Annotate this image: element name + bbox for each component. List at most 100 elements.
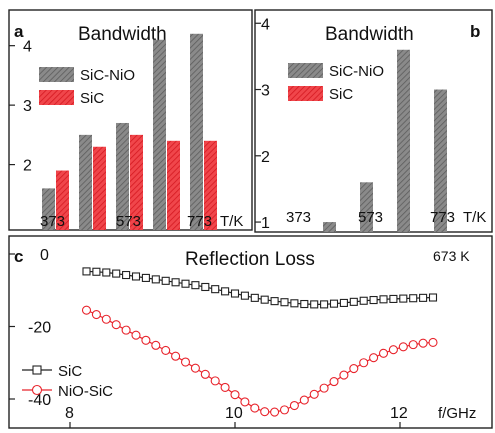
- legend-marker-c: [32, 365, 42, 375]
- point-nio-sic: [398, 342, 408, 352]
- y-tick-label-b: 4: [261, 16, 270, 33]
- y-tick-label-c: -40: [28, 392, 51, 409]
- point-sic: [419, 293, 428, 302]
- point-nio-sic: [428, 337, 438, 348]
- point-sic: [112, 269, 121, 278]
- point-sic: [379, 295, 388, 304]
- y-tick-label-a: 3: [23, 98, 32, 115]
- point-sic: [181, 279, 190, 288]
- series-line-nio-sic: [86, 309, 434, 413]
- point-nio-sic: [250, 403, 260, 413]
- point-sic: [409, 294, 418, 303]
- point-sic: [300, 299, 309, 309]
- point-nio-sic: [378, 348, 389, 358]
- point-sic: [280, 298, 289, 307]
- annotation-c: 673 K: [433, 248, 470, 264]
- point-nio-sic: [101, 314, 111, 324]
- point-nio-sic: [230, 390, 240, 400]
- point-nio-sic: [408, 340, 418, 350]
- point-nio-sic: [359, 358, 369, 368]
- x-tick-label-b: 573: [358, 209, 383, 226]
- y-tick-label-a: 4: [23, 39, 32, 56]
- point-nio-sic: [210, 376, 220, 386]
- legend-swatch-b: [288, 63, 323, 78]
- bar-a-sic-nio-473: [79, 134, 92, 230]
- point-sic: [211, 285, 220, 294]
- point-sic: [122, 270, 131, 280]
- legend-label-b: SiC-NiO: [329, 63, 384, 80]
- point-sic: [290, 299, 299, 308]
- point-sic: [369, 295, 378, 305]
- legend-label-b: SiC: [329, 86, 353, 103]
- point-sic: [399, 294, 408, 303]
- point-sic: [171, 278, 180, 287]
- point-sic: [221, 287, 230, 296]
- point-sic: [191, 281, 200, 290]
- point-nio-sic: [171, 351, 181, 361]
- point-sic: [240, 291, 249, 300]
- chart-title-b: Bandwidth: [325, 24, 414, 45]
- point-nio-sic: [161, 345, 171, 355]
- x-tick-label-c: 10: [225, 405, 243, 422]
- y-tick-label-b: 1: [261, 215, 270, 232]
- y-tick-label-b: 2: [261, 149, 270, 166]
- point-sic: [92, 267, 101, 276]
- point-nio-sic: [260, 407, 270, 417]
- point-nio-sic: [279, 405, 290, 415]
- x-tick-label-b: 773: [430, 209, 455, 226]
- point-nio-sic: [151, 340, 161, 350]
- chart-title-c: Reflection Loss: [185, 249, 315, 270]
- point-nio-sic: [270, 407, 280, 417]
- point-sic: [151, 275, 160, 284]
- bar-b-sic-nio-573: [397, 49, 410, 232]
- point-nio-sic: [111, 320, 121, 330]
- point-sic: [102, 268, 111, 277]
- bar-a-sic-nio-773: [190, 33, 203, 230]
- legend-marker-c: [31, 384, 43, 396]
- legend-label-a: SiC-NiO: [80, 67, 135, 84]
- x-axis-label-c: f/GHz: [438, 405, 476, 422]
- point-nio-sic: [319, 383, 329, 393]
- bar-a-sic-nio-373: [42, 188, 55, 230]
- legend-label-c: NiO-SiC: [58, 383, 113, 400]
- y-tick-label-b: 3: [261, 83, 270, 100]
- x-tick-label-a: 573: [116, 213, 141, 230]
- point-sic: [201, 282, 210, 292]
- point-sic: [250, 293, 259, 302]
- point-sic: [329, 299, 339, 308]
- x-tick-label-b: 373: [286, 209, 311, 226]
- legend-swatch-b: [288, 86, 323, 101]
- legend-swatch-a: [39, 67, 74, 82]
- legend-label-c: SiC: [58, 363, 82, 380]
- point-nio-sic: [91, 309, 101, 320]
- x-tick-label-a: 773: [187, 213, 212, 230]
- point-nio-sic: [240, 397, 250, 407]
- panel-label-b: b: [470, 22, 480, 41]
- point-nio-sic: [121, 325, 131, 335]
- y-tick-label-c: -20: [28, 320, 51, 337]
- x-axis-label-b: T/K: [463, 209, 486, 226]
- point-sic: [320, 300, 329, 309]
- point-nio-sic: [220, 382, 230, 392]
- point-nio-sic: [131, 330, 141, 340]
- point-nio-sic: [309, 389, 319, 399]
- point-nio-sic: [180, 357, 191, 367]
- point-nio-sic: [200, 369, 210, 379]
- point-nio-sic: [329, 377, 339, 387]
- y-tick-label-c: 0: [40, 247, 49, 264]
- panel-c-frame: [8, 235, 493, 429]
- point-nio-sic: [388, 345, 398, 355]
- point-sic: [82, 267, 91, 276]
- panel-b-frame: [254, 9, 493, 233]
- x-axis-label-a: T/K: [220, 213, 243, 230]
- bar-a-sic-nio-573: [116, 122, 129, 230]
- x-tick-label-c: 8: [65, 405, 74, 422]
- panel-b: 1 2 3 4 b Bandwidth 373 573 773 T/K SiC-NiO SiC: [254, 9, 493, 233]
- bar-a-sic-373: [56, 170, 69, 230]
- bar-a-sic-473: [93, 146, 106, 230]
- point-nio-sic: [349, 363, 359, 374]
- point-nio-sic: [299, 395, 309, 405]
- point-sic: [131, 272, 141, 281]
- panel-a: 2 3 4a Bandwidth 373 573 773 T/K SiC-NiO SiC: [8, 9, 253, 231]
